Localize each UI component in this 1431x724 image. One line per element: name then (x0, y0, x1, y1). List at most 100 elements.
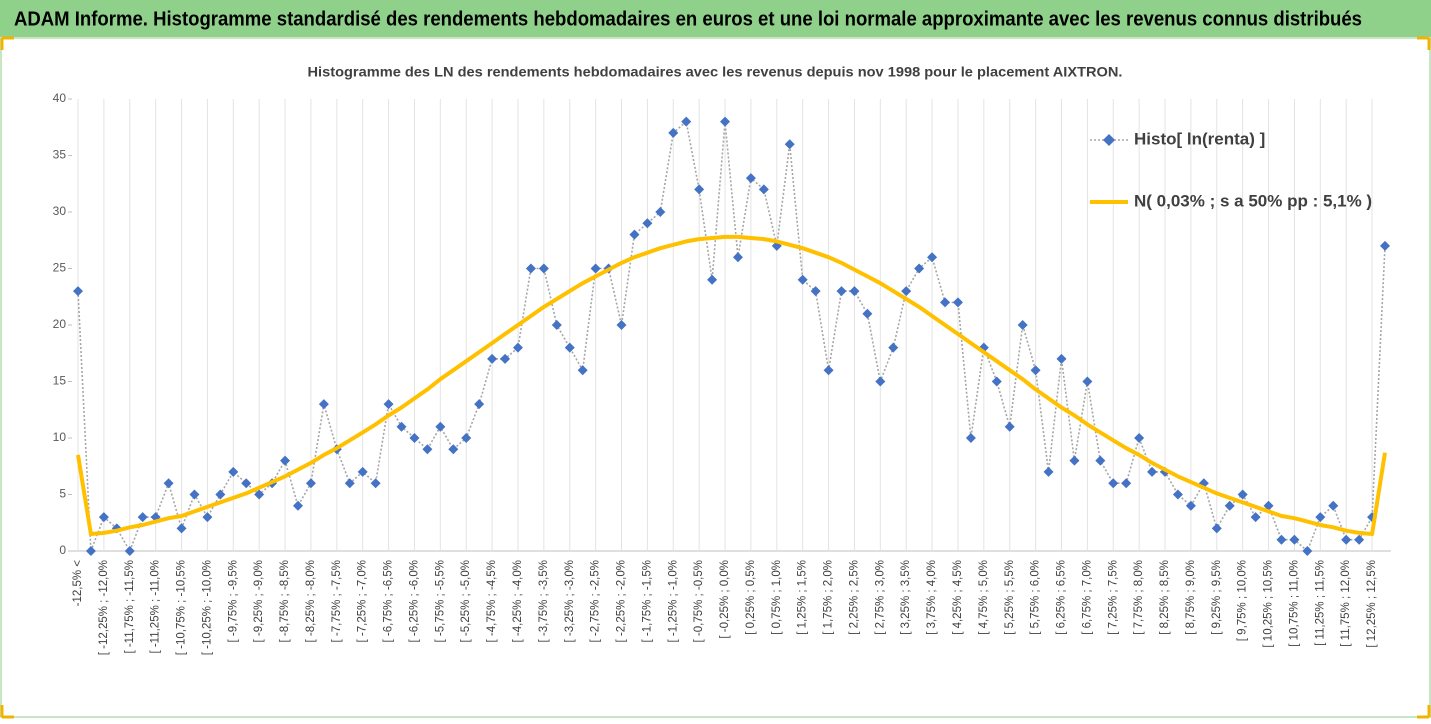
series-line (77, 120, 1386, 552)
legend-label: N( 0,03% ; s a 50% pp : 5,1% ) (1134, 191, 1372, 210)
x-tick-label: [ -10,25% ; -10,0% (201, 560, 213, 655)
data-point (344, 478, 355, 489)
data-point (98, 512, 109, 523)
x-tick-label: [ 9,25% ; 9,5% (1211, 560, 1223, 635)
x-tick-label: [ 3,75% ; 4,0% (926, 560, 938, 635)
data-point (1380, 240, 1390, 251)
data-point (409, 433, 420, 443)
x-tick-label: [ -1,75% ; -1,5% (641, 560, 653, 642)
data-point (823, 365, 834, 376)
x-tick-label: [ -3,75% ; -3,5% (538, 560, 550, 642)
x-tick-label: [ 2,25% ; 2,5% (848, 560, 860, 635)
data-point (1004, 421, 1015, 432)
data-point (642, 218, 653, 229)
data-point (357, 466, 368, 477)
x-tick-label: [ 0,25% ; 0,5% (745, 560, 757, 635)
x-tick-label: [ -9,25% ; -9,0% (253, 560, 265, 642)
data-point (797, 274, 808, 285)
corner-marks (0, 36, 1431, 719)
x-tick-label: [ 12,25% ; 12,5% (1366, 560, 1378, 648)
x-tick-label: [ 8,75% ; 9,0% (1185, 560, 1197, 635)
y-tick-label: 40 (53, 91, 67, 105)
data-point (1043, 466, 1054, 477)
y-tick-label: 20 (53, 317, 67, 331)
data-point (784, 139, 795, 150)
data-point (137, 512, 148, 523)
x-tick-label: [ -8,25% ; -8,0% (305, 560, 317, 642)
data-point (1328, 500, 1339, 511)
data-point (85, 546, 96, 556)
x-tick-label: [ -5,75% ; -5,5% (434, 560, 446, 642)
data-point (914, 263, 925, 274)
data-point (1069, 455, 1080, 466)
data-point (370, 478, 381, 489)
x-tick-label: [ 6,75% ; 7,0% (1081, 560, 1093, 635)
data-point (448, 444, 459, 455)
x-tick-label: -12,5% < (72, 560, 84, 607)
data-point (1237, 489, 1248, 500)
data-point (305, 478, 316, 489)
x-tick-label: [ -0,75% ; -0,5% (693, 560, 705, 642)
data-point (1147, 466, 1158, 477)
data-point (383, 399, 394, 410)
y-tick-label: 35 (53, 148, 67, 162)
x-tick-label: [ 9,75% ; 10,0% (1237, 560, 1249, 641)
data-point (849, 286, 860, 297)
data-point (1341, 534, 1352, 545)
data-point (551, 320, 562, 330)
y-tick-label: 10 (53, 430, 67, 444)
data-point (254, 489, 265, 500)
x-tick-label: [ 10,25% ; 10,5% (1263, 560, 1275, 648)
x-tick-label: [ 5,25% ; 5,5% (1004, 560, 1016, 635)
data-point (732, 252, 743, 263)
x-tick-label: [ -3,25% ; -3,0% (564, 560, 576, 642)
x-tick-label: [ -7,75% ; -7,5% (331, 560, 343, 642)
legend-marker (1103, 134, 1115, 146)
data-point (862, 308, 873, 319)
data-point (1172, 489, 1183, 500)
data-point (577, 365, 588, 376)
x-tick-label: [ 8,25% ; 8,5% (1159, 560, 1171, 635)
x-tick-label: [ 1,25% ; 1,5% (797, 560, 809, 635)
data-point (836, 286, 847, 297)
x-tick-label: [ -4,25% ; -4,0% (512, 560, 524, 642)
data-point (888, 342, 899, 353)
x-tick-label: [ -7,25% ; -7,0% (357, 560, 369, 642)
x-tick-label: [ 11,75% ; 12,0% (1340, 560, 1352, 647)
data-point (538, 263, 549, 274)
y-tick-label: 5 (59, 487, 66, 501)
data-point (1121, 478, 1132, 489)
data-point (1250, 512, 1261, 523)
data-point (629, 229, 640, 240)
x-tick-label: [ 2,75% ; 3,0% (874, 560, 886, 635)
data-point (292, 500, 303, 511)
data-point (758, 184, 769, 195)
x-tick-label: [ -8,75% ; -8,5% (279, 560, 291, 642)
chart-title: ADAM Informe. Histogramme standardisé de… (14, 8, 1362, 30)
x-tick-label: [ 10,75% ; 11,0% (1288, 560, 1300, 647)
data-point (215, 489, 226, 500)
x-tick-label: [ 7,75% ; 8,0% (1133, 560, 1145, 635)
data-point (1276, 534, 1287, 545)
x-tick-label: [ 4,75% ; 5,0% (978, 560, 990, 635)
data-point (616, 320, 627, 330)
data-point (1134, 433, 1145, 443)
data-point (1289, 534, 1300, 545)
data-point (875, 376, 886, 387)
data-point (241, 478, 252, 489)
x-tick-label: [ -6,25% ; -6,0% (408, 560, 420, 642)
x-tick-label: [ 6,25% ; 6,5% (1056, 560, 1068, 635)
x-tick-label: [ 1,75% ; 2,0% (823, 560, 835, 635)
x-tick-label: [ -0,25% ; 0,0% (719, 560, 731, 639)
series-line (76, 234, 1387, 536)
data-point (707, 274, 718, 285)
x-tick-label: [ -2,25% ; -2,0% (616, 560, 628, 642)
x-tick-label: [ 7,25% ; 7,5% (1107, 560, 1119, 635)
x-tick-label: [ -5,25% ; -5,0% (460, 560, 472, 642)
header-bar (0, 0, 1431, 38)
data-point (1224, 500, 1235, 511)
data-point (1211, 523, 1222, 534)
data-point (461, 433, 472, 443)
data-point (189, 489, 200, 500)
